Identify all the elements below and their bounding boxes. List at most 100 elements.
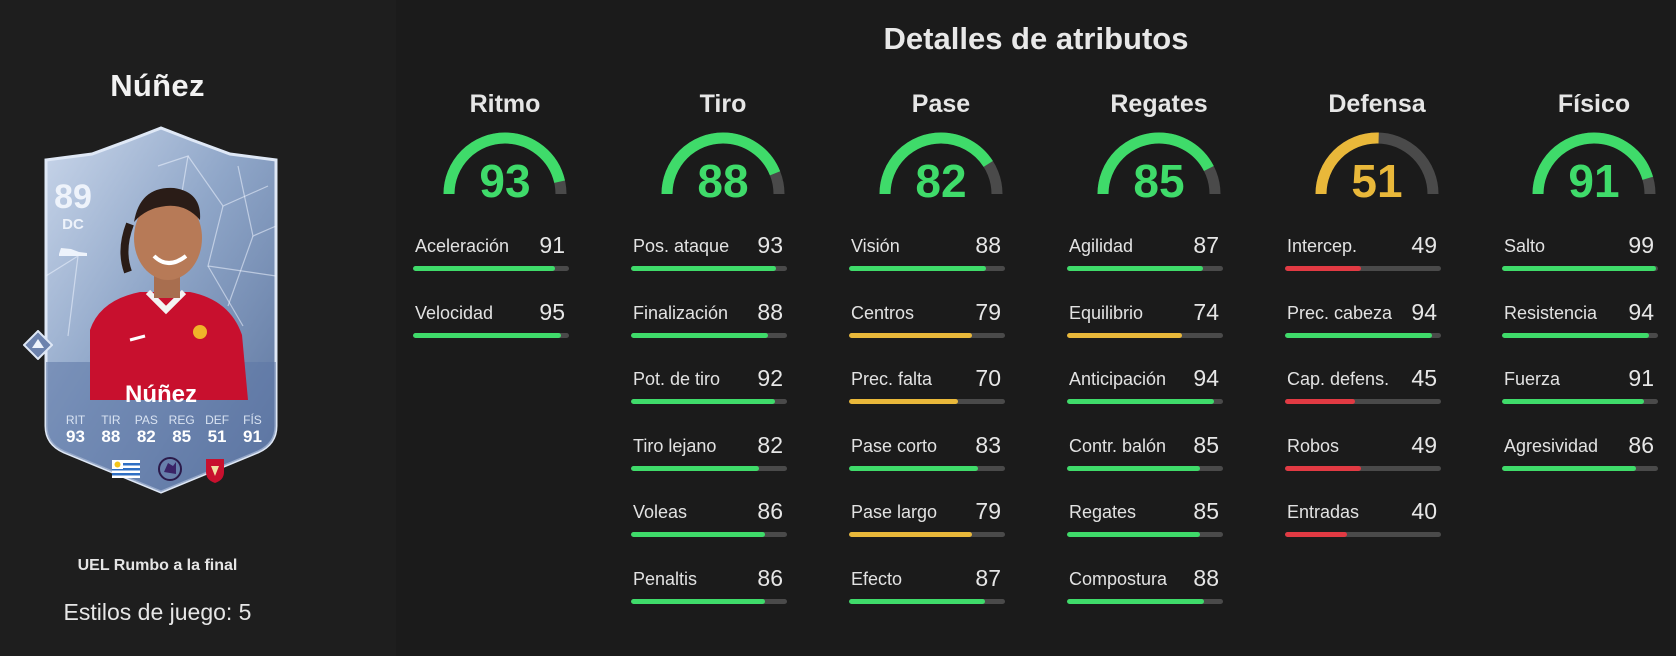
- attribute-bar-fill: [631, 598, 766, 604]
- uruguay-flag-icon: [112, 460, 140, 478]
- attribute-bar: [1285, 465, 1441, 471]
- attribute-value: 88: [757, 298, 783, 325]
- attribute-value: 94: [1628, 298, 1654, 325]
- attribute-row[interactable]: Tiro lejano 82: [631, 432, 787, 476]
- attribute-row[interactable]: Regates 85: [1067, 498, 1223, 542]
- attribute-label: Resistencia: [1504, 302, 1598, 323]
- attribute-bar-fill: [1502, 332, 1649, 338]
- attribute-row[interactable]: Efecto 87: [849, 565, 1005, 609]
- attribute-bar: [1502, 399, 1658, 404]
- attribute-bar: [631, 465, 787, 471]
- attribute-label: Contr. balón: [1069, 435, 1167, 456]
- attribute-bar-fill: [1067, 532, 1200, 537]
- attribute-row[interactable]: Compostura 88: [1067, 565, 1223, 609]
- attribute-row[interactable]: Prec. falta 70: [849, 365, 1005, 409]
- attribute-row[interactable]: Pot. de tiro 92: [631, 365, 787, 409]
- attribute-group-ritmo[interactable]: Ritmo 93 Aceleración 91 Velocidad 95: [413, 0, 597, 656]
- attribute-row[interactable]: Cap. defens. 45: [1285, 365, 1441, 409]
- card-rating: 89: [54, 178, 92, 216]
- attribute-group-regates[interactable]: Regates 85 Agilidad 87 Equilibrio 74 Anticipac…: [1067, 0, 1251, 656]
- attribute-bar-fill: [1067, 332, 1183, 338]
- attribute-value: 91: [1628, 365, 1654, 391]
- attribute-label: Pase largo: [851, 502, 938, 522]
- attribute-bar: [849, 598, 1005, 604]
- attribute-bar-fill: [849, 399, 959, 404]
- attribute-bar: [1067, 532, 1223, 537]
- attribute-value: 85: [1193, 431, 1219, 458]
- attribute-row[interactable]: Agilidad 87: [1067, 232, 1223, 276]
- attribute-row[interactable]: Anticipación 94: [1067, 365, 1223, 409]
- card-stat-label: PAS: [134, 413, 158, 427]
- attribute-row[interactable]: Contr. balón 85: [1067, 432, 1223, 476]
- attribute-row[interactable]: Equilibrio 74: [1067, 299, 1223, 343]
- attribute-group-tiro[interactable]: Tiro 88 Pos. ataque 93 Finalización 88 Pot. de…: [631, 0, 815, 656]
- attribute-label: Cap. defens.: [1287, 369, 1390, 389]
- attribute-bar: [631, 332, 787, 338]
- attribute-bar: [849, 465, 1005, 471]
- attribute-bar-fill: [631, 332, 769, 338]
- player-panel: Núñez: [0, 0, 396, 656]
- attribute-bar-fill: [413, 332, 562, 338]
- attribute-row[interactable]: Pase largo 79: [849, 498, 1005, 542]
- attribute-value: 87: [975, 564, 1001, 591]
- attribute-label: Anticipación: [1069, 369, 1167, 389]
- attribute-label: Voleas: [633, 502, 688, 522]
- attribute-row[interactable]: Voleas 86: [631, 498, 787, 542]
- attribute-label: Velocidad: [415, 302, 494, 323]
- attribute-bar: [1067, 598, 1223, 604]
- attribute-label: Finalización: [633, 302, 729, 323]
- group-title: Tiro: [699, 90, 747, 118]
- attribute-row[interactable]: Agresividad 86: [1502, 432, 1658, 476]
- attribute-bar: [1502, 332, 1658, 338]
- attribute-row[interactable]: Resistencia 94: [1502, 299, 1658, 343]
- attribute-value: 74: [1193, 298, 1219, 325]
- attribute-bar: [1285, 399, 1441, 404]
- attribute-row[interactable]: Prec. cabeza 94: [1285, 299, 1441, 343]
- attribute-row[interactable]: Pos. ataque 93: [631, 232, 787, 276]
- attribute-row[interactable]: Fuerza 91: [1502, 365, 1658, 409]
- card-stat-value: 88: [101, 427, 121, 446]
- attribute-group-defensa[interactable]: Defensa 51 Intercep. 49 Prec. cabeza 94 Cap. d…: [1285, 0, 1469, 656]
- attribute-row[interactable]: Intercep. 49: [1285, 232, 1441, 276]
- attribute-bar-fill: [631, 465, 759, 471]
- playstyles-count[interactable]: Estilos de juego: 5: [63, 599, 252, 625]
- attribute-row[interactable]: Centros 79: [849, 299, 1005, 343]
- attribute-row[interactable]: Finalización 88: [631, 299, 787, 343]
- group-title: Defensa: [1328, 90, 1426, 118]
- attribute-label: Robos: [1287, 435, 1340, 456]
- attribute-row[interactable]: Visión 88: [849, 232, 1005, 276]
- attribute-label: Prec. cabeza: [1287, 302, 1393, 323]
- card-stat-value: 91: [242, 427, 262, 446]
- attribute-value: 87: [1193, 232, 1219, 258]
- attribute-bar-fill: [1285, 266, 1362, 271]
- attribute-bar-fill: [1067, 399, 1214, 404]
- gauge-arc: [1097, 132, 1221, 195]
- attribute-row[interactable]: Entradas 40: [1285, 498, 1441, 542]
- attribute-value: 85: [1193, 498, 1219, 524]
- attribute-label: Entradas: [1287, 502, 1360, 522]
- attribute-groups: Ritmo 93 Aceleración 91 Velocidad 95 Tiro 88 Pos…: [396, 0, 1676, 656]
- attribute-row[interactable]: Robos 49: [1285, 432, 1441, 476]
- attribute-label: Pase corto: [851, 435, 938, 456]
- attribute-bar: [631, 266, 787, 271]
- gauge-fill: [1532, 132, 1656, 195]
- attribute-bar-fill: [1067, 465, 1200, 471]
- attribute-row[interactable]: Salto 99: [1502, 232, 1658, 276]
- attribute-bar: [849, 532, 1005, 537]
- attribute-value: 93: [757, 232, 783, 258]
- gauge-arc: [661, 132, 785, 195]
- attribute-bar-fill: [631, 399, 775, 404]
- attribute-value: 86: [757, 498, 783, 524]
- attribute-label: Agresividad: [1504, 435, 1599, 456]
- attribute-bar: [631, 598, 787, 604]
- attribute-row[interactable]: Pase corto 83: [849, 432, 1005, 476]
- attribute-label: Pot. de tiro: [633, 369, 721, 389]
- attribute-row[interactable]: Velocidad 95: [413, 299, 569, 343]
- attribute-row[interactable]: Aceleración 91: [413, 232, 569, 276]
- attribute-row[interactable]: Penaltis 86: [631, 565, 787, 609]
- attribute-group-fisico[interactable]: Físico 91 Salto 99 Resistencia 94 Fuerza 91 Agre…: [1502, 0, 1676, 656]
- attribute-label: Penaltis: [633, 568, 698, 589]
- attribute-group-pase[interactable]: Pase 82 Visión 88 Centros 79 Prec. falta 70 Pase…: [849, 0, 1033, 656]
- attribute-value: 88: [975, 232, 1001, 258]
- player-card[interactable]: 89 DC Núñez RIT TIR PAS REG DEF FÍS 93 8…: [38, 126, 284, 496]
